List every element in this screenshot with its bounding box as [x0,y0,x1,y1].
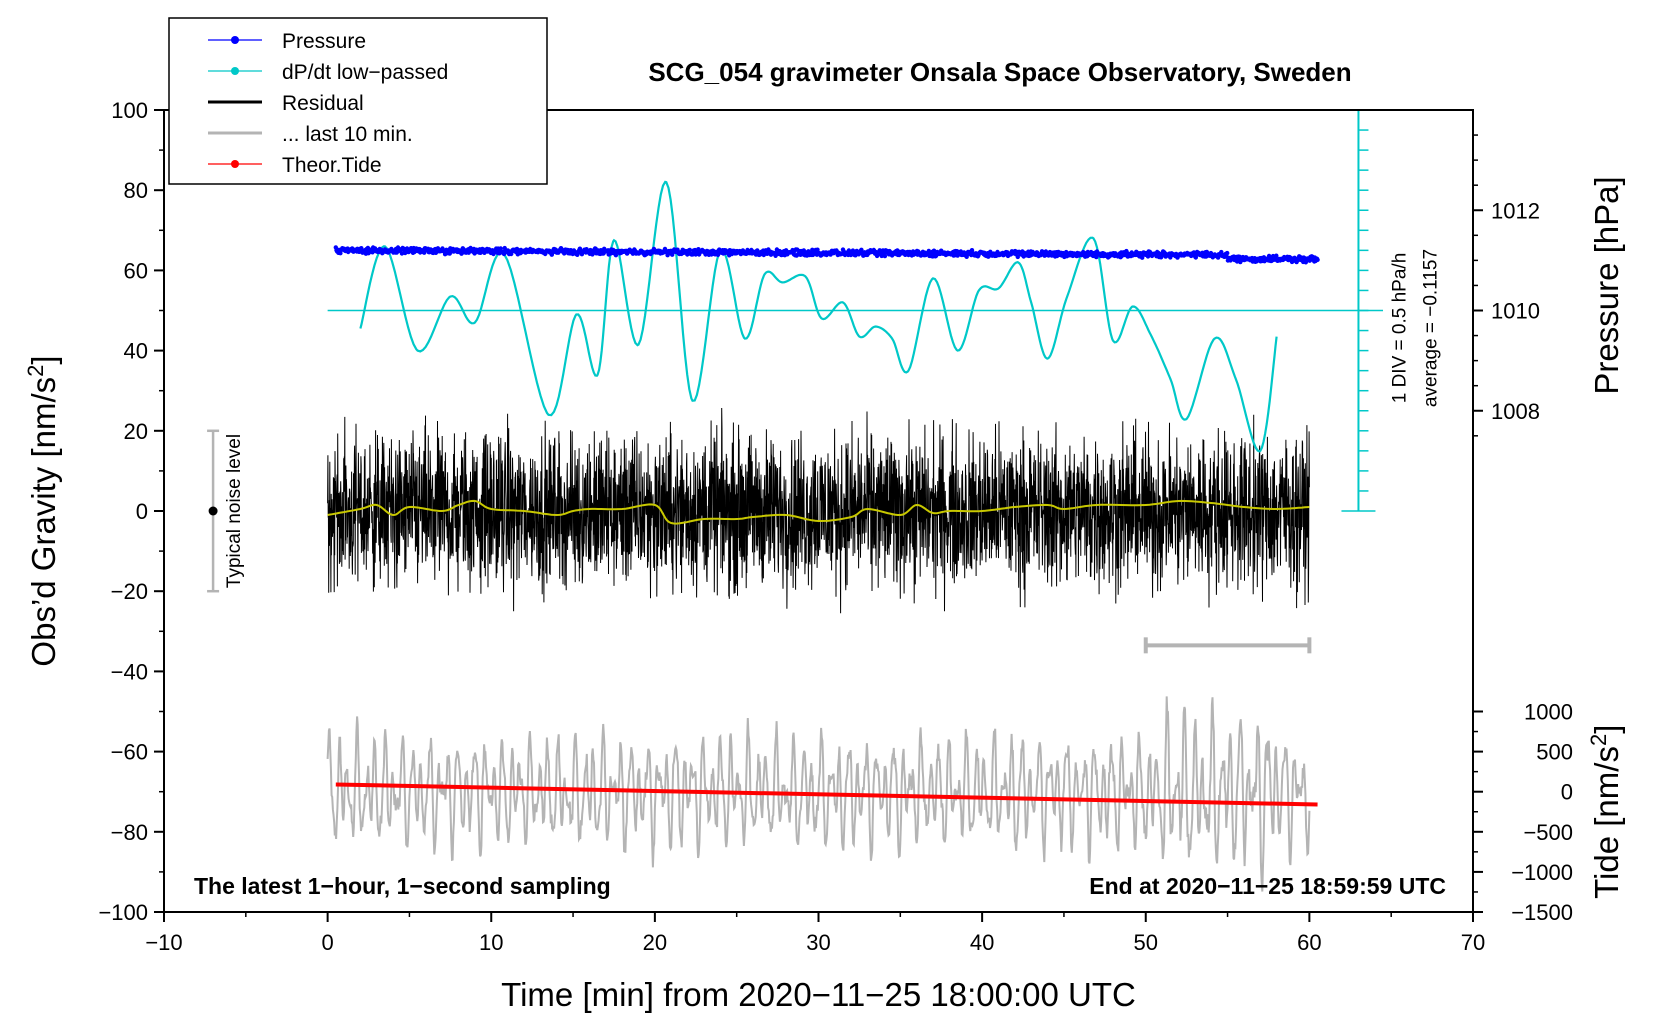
tide-tick-label: 0 [1561,780,1573,805]
x-tick-label: 60 [1297,930,1321,955]
pressure-point [1225,250,1230,256]
pressure-point [859,247,864,252]
tide-axis-title: Tide [nm/s2] [1586,725,1625,899]
y-tick-label: −20 [111,579,148,604]
pressure-axis-title: Pressure [hPa] [1588,176,1625,394]
pressure-point [882,253,888,259]
x-tick-label: 20 [643,930,667,955]
pressure-point [1015,254,1020,260]
legend-swatch-marker [231,36,239,44]
y-tick-label: −100 [98,900,148,925]
dpdt-average-label: average = −0.1157 [1420,249,1441,407]
pressure-tick-label: 1012 [1491,198,1540,223]
tide-tick-label: −1000 [1511,860,1573,885]
x-tick-label: 0 [322,930,334,955]
x-axis-title: Time [min] from 2020−11−25 18:00:00 UTC [501,976,1136,1013]
y-tick-label: −80 [111,820,148,845]
legend-label: dP/dt low−passed [282,61,448,84]
pressure-point [1315,257,1320,262]
legend-item: ... last 10 min. [208,123,413,146]
x-tick-label: 40 [970,930,994,955]
y-tick-label: 100 [111,98,148,123]
pressure-point [338,251,343,256]
text-layer: Typical noise level 1 DIV = 0.5 hPa/h aver… [23,57,1625,1013]
pressure-tick-label: 1008 [1491,399,1540,424]
sampling-annotation: The latest 1−hour, 1−second sampling [194,873,611,899]
axes-layer [154,109,1483,922]
legend-label: Residual [282,92,364,115]
x-tick-label: 30 [806,930,830,955]
legend-swatch-marker [231,160,239,168]
tide-tick-label: −1500 [1511,900,1573,925]
legend-item: Theor.Tide [208,154,382,177]
pressure-series-points [333,245,1320,265]
x-tick-label: −10 [145,930,182,955]
y-axis-title: Obs’d Gravity [nm/s2] [23,355,62,666]
pressure-point [613,253,619,258]
dpdt-scale-label: 1 DIV = 0.5 hPa/h [1389,253,1410,404]
tide-tick-label: 500 [1536,740,1573,765]
pressure-point [687,247,693,253]
dpdt-series-line [359,180,1278,453]
y-tick-label: 20 [124,419,148,444]
pressure-point [1266,253,1272,259]
x-tick-label: 10 [479,930,503,955]
pressure-tick-label: 1010 [1491,299,1540,324]
tide-series-line [335,782,1318,807]
legend-item: Pressure [208,30,366,53]
y-tick-label: 80 [124,178,148,203]
y-tick-label: 0 [136,499,148,524]
pressure-point [1274,253,1279,258]
pressure-point [1140,255,1145,260]
pressure-point [969,248,975,253]
x-tick-label: 50 [1134,930,1158,955]
residual-lowpass-line [327,499,1310,525]
series-layer [207,180,1384,892]
legend-item: dP/dt low−passed [208,61,448,84]
legend-label: Pressure [282,30,366,53]
y-tick-label: 60 [124,258,148,283]
legend-label: ... last 10 min. [282,123,413,146]
legend: Pressure dP/dt low−passed Residual ... last… [168,17,548,185]
y-tick-label: 40 [124,339,148,364]
y-tick-label: −60 [111,740,148,765]
noise-level-label: Typical noise level [224,434,245,588]
x-tick-label: 70 [1461,930,1485,955]
tide-tick-label: −500 [1523,820,1573,845]
legend-swatch-marker [231,67,239,75]
legend-item: Residual [208,92,364,115]
end-time-annotation: End at 2020−11−25 18:59:59 UTC [1089,873,1446,899]
legend-label: Theor.Tide [282,154,382,177]
tide-tick-label: 1000 [1524,700,1573,725]
chart-title: SCG_054 gravimeter Onsala Space Observat… [648,57,1351,87]
y-tick-label: −40 [111,659,148,684]
noise-level-dot [208,506,218,516]
residual-series-line [327,407,1310,614]
